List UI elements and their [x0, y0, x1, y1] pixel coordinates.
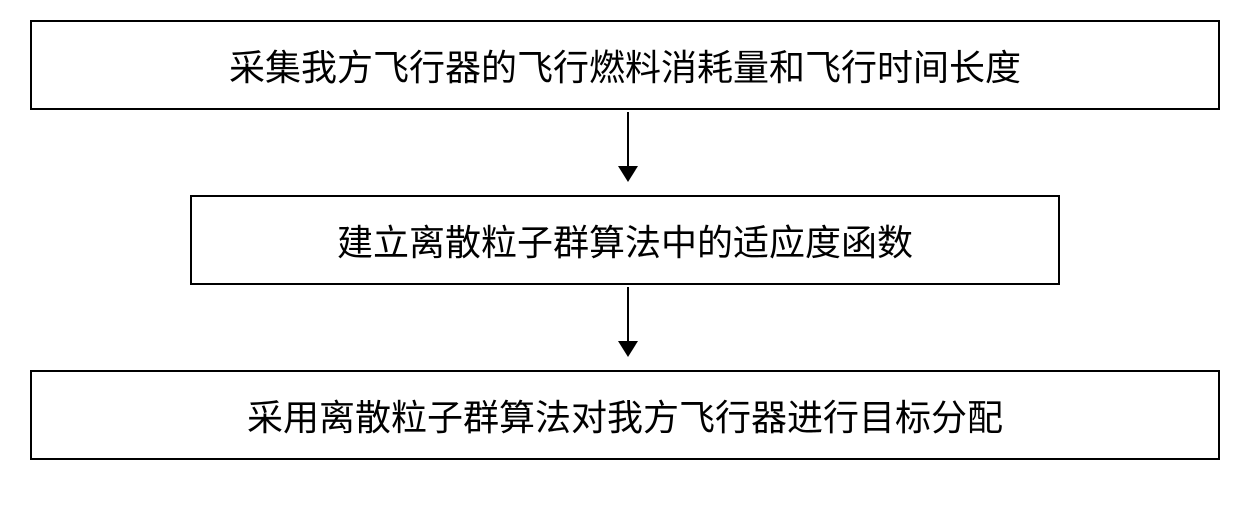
- flow-arrow-icon: [627, 112, 629, 180]
- flow-step-label: 建立离散粒子群算法中的适应度函数: [337, 214, 913, 266]
- flow-step-collect: 采集我方飞行器的飞行燃料消耗量和飞行时间长度: [30, 20, 1220, 110]
- flow-step-fitness: 建立离散粒子群算法中的适应度函数: [190, 195, 1060, 285]
- flow-step-label: 采用离散粒子群算法对我方飞行器进行目标分配: [247, 389, 1003, 441]
- flow-step-label: 采集我方飞行器的飞行燃料消耗量和飞行时间长度: [229, 39, 1021, 91]
- flowchart-container: 采集我方飞行器的飞行燃料消耗量和飞行时间长度 建立离散粒子群算法中的适应度函数 …: [0, 0, 1256, 520]
- flow-arrow-icon: [627, 287, 629, 355]
- flow-step-allocate: 采用离散粒子群算法对我方飞行器进行目标分配: [30, 370, 1220, 460]
